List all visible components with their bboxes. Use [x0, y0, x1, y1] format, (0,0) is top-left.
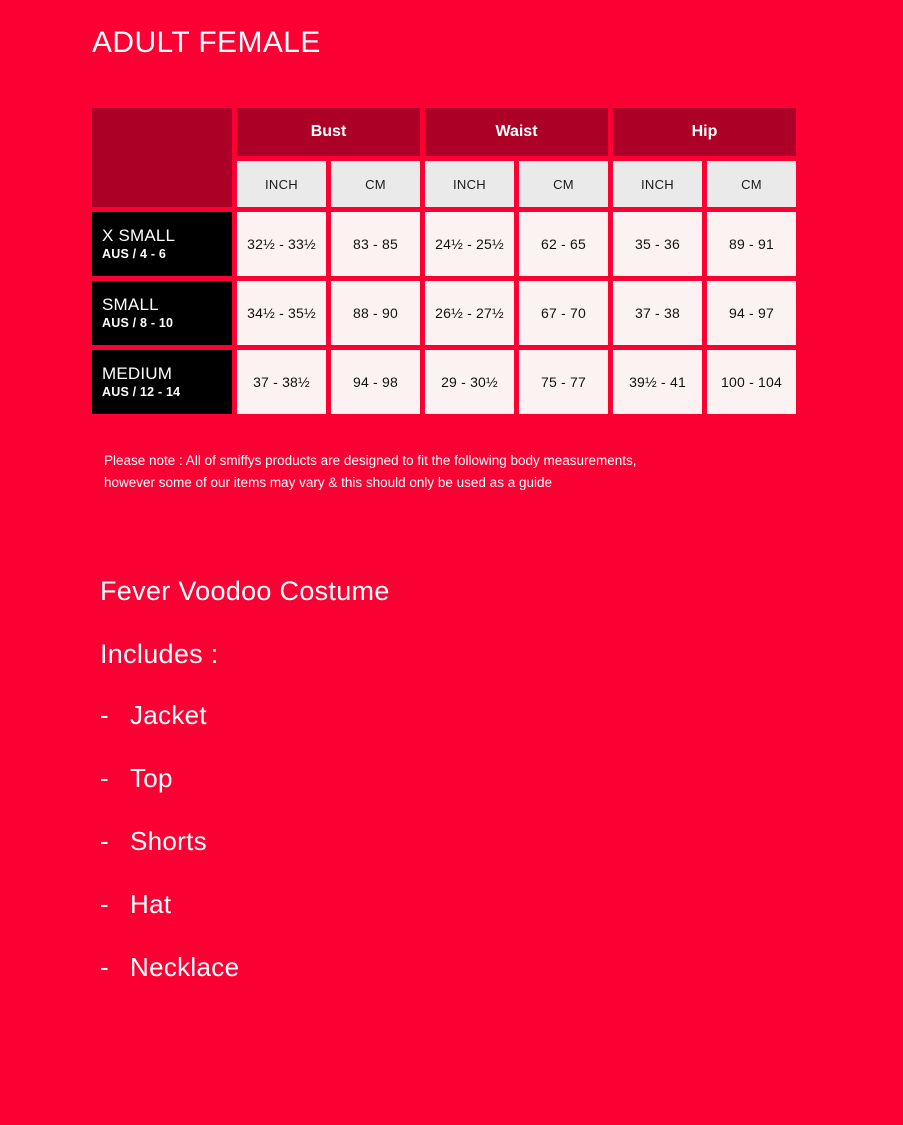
includes-label: Includes : — [100, 639, 219, 669]
note-line-1: Please note : All of smiffys products ar… — [104, 453, 637, 468]
size-chart-table: Bust Waist Hip INCH CM INCH CM INCH CM X… — [87, 103, 801, 419]
note-line-2: however some of our items may vary & thi… — [104, 475, 552, 491]
list-item-label: Hat — [130, 889, 172, 919]
group-header-hip: Hip — [613, 108, 796, 156]
table-row: SMALL AUS / 8 - 10 34½ - 35½ 88 - 90 26½… — [92, 281, 796, 345]
unit-header-waist-cm: CM — [519, 161, 608, 207]
includes-list: - Jacket - Top - Shorts - Hat - Necklace — [100, 702, 740, 980]
cell-bust-cm: 88 - 90 — [331, 281, 420, 345]
cell-hip-inch: 39½ - 41 — [613, 350, 702, 414]
table-row: X SMALL AUS / 4 - 6 32½ - 33½ 83 - 85 24… — [92, 212, 796, 276]
page-title: ADULT FEMALE — [92, 26, 321, 59]
cell-hip-inch: 35 - 36 — [613, 212, 702, 276]
cell-waist-cm: 67 - 70 — [519, 281, 608, 345]
cell-hip-cm: 100 - 104 — [707, 350, 796, 414]
cell-waist-inch: 26½ - 27½ — [425, 281, 514, 345]
size-chart-note: Please note : All of smiffys products ar… — [104, 450, 804, 495]
cell-hip-cm: 89 - 91 — [707, 212, 796, 276]
cell-bust-inch: 34½ - 35½ — [237, 281, 326, 345]
cell-waist-inch: 29 - 30½ — [425, 350, 514, 414]
dash-bullet-icon: - — [100, 700, 109, 730]
unit-header-bust-inch: INCH — [237, 161, 326, 207]
group-header-waist: Waist — [425, 108, 608, 156]
list-item: - Hat — [100, 891, 740, 917]
size-name: MEDIUM — [102, 363, 173, 383]
list-item: - Jacket — [100, 702, 740, 728]
cell-waist-inch: 24½ - 25½ — [425, 212, 514, 276]
size-name: SMALL — [102, 294, 159, 314]
table-header-row-groups: Bust Waist Hip — [92, 108, 796, 207]
cell-hip-inch: 37 - 38 — [613, 281, 702, 345]
list-item-label: Necklace — [130, 952, 240, 982]
cell-bust-inch: 37 - 38½ — [237, 350, 326, 414]
unit-header-hip-cm: CM — [707, 161, 796, 207]
table-header-row-units: INCH CM INCH CM INCH CM — [92, 161, 796, 207]
size-label-small: SMALL AUS / 8 - 10 — [92, 281, 232, 345]
table-row: MEDIUM AUS / 12 - 14 37 - 38½ 94 - 98 29… — [92, 350, 796, 414]
cell-hip-cm: 94 - 97 — [707, 281, 796, 345]
unit-header-bust-cm: CM — [331, 161, 420, 207]
list-item: - Top — [100, 765, 740, 791]
cell-waist-cm: 62 - 65 — [519, 212, 608, 276]
unit-header-waist-inch: INCH — [425, 161, 514, 207]
dash-bullet-icon: - — [100, 763, 109, 793]
product-details: Fever Voodoo Costume Includes : - Jacket… — [100, 578, 740, 1017]
size-sublabel: AUS / 4 - 6 — [102, 246, 167, 261]
unit-header-hip-inch: INCH — [613, 161, 702, 207]
cell-waist-cm: 75 - 77 — [519, 350, 608, 414]
dash-bullet-icon: - — [100, 952, 109, 982]
size-name: X SMALL — [102, 225, 176, 245]
product-title: Fever Voodoo Costume — [100, 576, 390, 606]
size-label-x-small: X SMALL AUS / 4 - 6 — [92, 212, 232, 276]
size-sublabel: AUS / 8 - 10 — [102, 315, 174, 330]
dash-bullet-icon: - — [100, 826, 109, 856]
size-sublabel: AUS / 12 - 14 — [102, 384, 181, 399]
list-item-label: Jacket — [130, 700, 207, 730]
size-label-medium: MEDIUM AUS / 12 - 14 — [92, 350, 232, 414]
group-header-bust: Bust — [237, 108, 420, 156]
dash-bullet-icon: - — [100, 889, 109, 919]
cell-bust-cm: 83 - 85 — [331, 212, 420, 276]
list-item-label: Shorts — [130, 826, 207, 856]
list-item-label: Top — [130, 763, 173, 793]
cell-bust-cm: 94 - 98 — [331, 350, 420, 414]
table-corner-cell — [92, 108, 232, 207]
list-item: - Shorts — [100, 828, 740, 854]
cell-bust-inch: 32½ - 33½ — [237, 212, 326, 276]
list-item: - Necklace — [100, 954, 740, 980]
